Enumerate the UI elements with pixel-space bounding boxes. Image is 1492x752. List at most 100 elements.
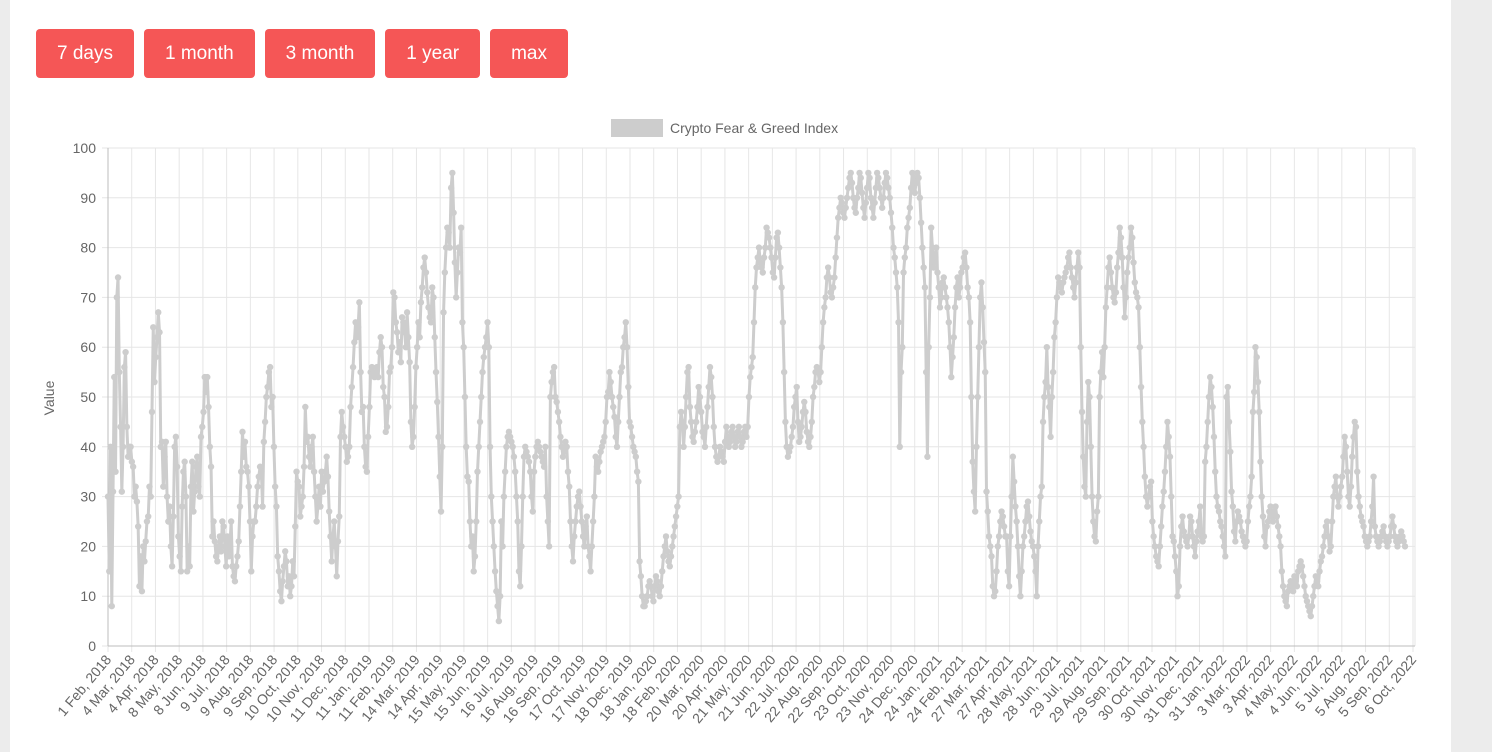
data-point: [1398, 528, 1405, 535]
data-point: [1106, 254, 1113, 261]
data-point: [333, 573, 340, 580]
data-point: [1157, 523, 1165, 530]
data-point: [1054, 274, 1062, 281]
data-point: [1191, 553, 1199, 560]
data-point: [501, 468, 509, 475]
data-point: [586, 553, 593, 560]
data-point: [437, 508, 445, 515]
data-point: [1245, 503, 1253, 510]
data-point: [828, 294, 836, 301]
data-point: [714, 458, 721, 465]
data-point: [1004, 568, 1012, 575]
data-point: [1386, 533, 1394, 540]
data-point: [1343, 468, 1351, 475]
data-point: [568, 543, 575, 550]
data-point: [817, 368, 824, 376]
data-point: [1150, 533, 1157, 540]
range-1-year-button[interactable]: 1 year: [385, 29, 481, 78]
data-point: [617, 368, 624, 376]
data-point: [1173, 568, 1180, 575]
data-point: [133, 498, 141, 505]
data-point: [559, 453, 567, 460]
data-point: [990, 593, 998, 600]
data-point: [1219, 533, 1226, 540]
data-point: [245, 483, 252, 490]
data-point: [532, 453, 539, 460]
data-point: [460, 344, 467, 351]
data-point: [594, 468, 602, 475]
data-point: [1057, 284, 1064, 291]
data-point: [375, 373, 382, 381]
data-point: [716, 443, 724, 450]
data-point: [1200, 533, 1208, 540]
data-point: [1252, 344, 1259, 351]
data-point: [278, 597, 285, 605]
data-point: [1076, 264, 1083, 271]
data-point: [129, 463, 137, 470]
data-point: [415, 319, 422, 326]
range-max-button[interactable]: max: [490, 29, 569, 78]
data-point: [1052, 319, 1059, 326]
data-point: [329, 533, 337, 540]
data-point: [479, 368, 486, 376]
data-point: [719, 453, 726, 460]
data-point: [1380, 523, 1387, 530]
y-tick-label: 20: [80, 538, 96, 554]
data-point: [857, 174, 865, 182]
data-point: [496, 593, 504, 600]
data-point: [538, 453, 545, 460]
range-3-month-button[interactable]: 3 month: [264, 29, 376, 78]
data-point: [118, 488, 126, 495]
data-point: [1119, 254, 1126, 261]
data-point: [160, 483, 167, 490]
data-point: [1238, 528, 1245, 535]
data-point: [718, 448, 725, 455]
data-point: [513, 493, 520, 500]
data-point: [124, 453, 132, 460]
data-point: [1266, 508, 1273, 515]
data-point: [1276, 533, 1283, 540]
data-point: [963, 264, 970, 271]
data-point: [146, 483, 153, 490]
data-point: [359, 403, 367, 411]
chart-legend[interactable]: Crypto Fear & Greed Index: [611, 119, 838, 137]
data-point: [445, 229, 452, 236]
data-point: [842, 204, 849, 211]
data-point: [770, 274, 778, 281]
data-point: [372, 368, 379, 376]
data-point: [978, 279, 985, 286]
data-point: [1204, 418, 1211, 426]
range-7-days-button[interactable]: 7 days: [36, 29, 134, 78]
data-point: [1130, 259, 1137, 266]
data-point: [259, 503, 266, 510]
data-point: [132, 483, 139, 490]
data-point: [220, 523, 227, 530]
data-point: [921, 284, 929, 291]
data-point: [446, 244, 454, 251]
data-point: [1350, 433, 1357, 441]
range-1-month-button[interactable]: 1 month: [143, 29, 255, 78]
y-tick-label: 0: [88, 638, 96, 654]
data-point: [1042, 378, 1049, 386]
data-point: [1209, 403, 1216, 411]
data-point: [764, 229, 772, 236]
data-point: [362, 463, 369, 470]
data-point: [134, 523, 142, 530]
data-point: [353, 334, 361, 341]
data-point: [185, 543, 192, 550]
data-point: [464, 473, 471, 480]
data-point: [648, 593, 656, 600]
data-point: [294, 478, 301, 485]
data-point: [1038, 483, 1045, 490]
data-point: [892, 269, 900, 276]
data-point: [1124, 269, 1131, 276]
data-point: [998, 508, 1005, 515]
data-point: [471, 553, 479, 560]
data-point: [165, 518, 172, 525]
data-point: [1117, 234, 1125, 241]
data-point: [304, 433, 312, 441]
data-point: [465, 478, 472, 485]
data-point: [605, 388, 612, 396]
data-point: [1081, 483, 1088, 490]
data-point: [840, 209, 847, 216]
